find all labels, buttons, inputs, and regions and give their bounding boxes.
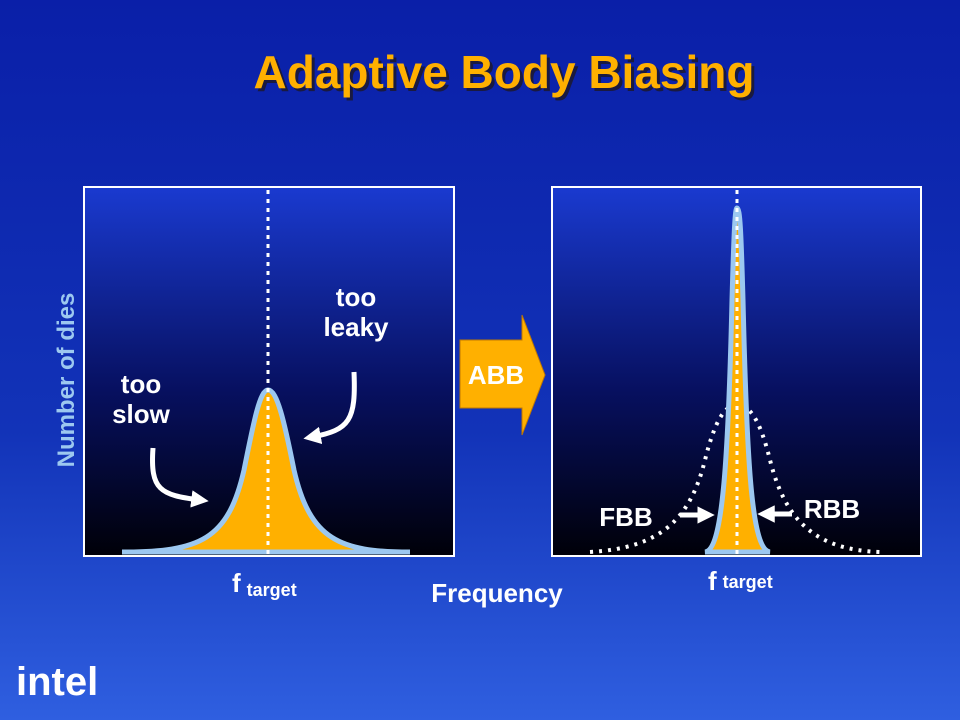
abb-arrow — [459, 314, 546, 436]
arrow — [303, 371, 357, 445]
logo: intel — [16, 660, 98, 704]
text-line: target — [247, 580, 297, 600]
text-line: too — [121, 369, 161, 399]
target-label: f target — [708, 566, 773, 596]
title: Adaptive Body Biasing — [254, 46, 755, 98]
arrow — [150, 447, 209, 508]
arrow-label: ABB — [468, 360, 524, 390]
text-line: target — [723, 572, 773, 592]
annotation: too leaky — [323, 282, 389, 342]
text-line: f — [708, 566, 717, 596]
annotation: too slow — [112, 369, 171, 429]
title-shadow: Adaptive Body Biasing — [257, 49, 758, 101]
annotation: RBB — [804, 494, 860, 524]
text-line: leaky — [323, 312, 389, 342]
target-label: f target — [232, 568, 297, 600]
text-line: slow — [112, 399, 171, 429]
text-line: too — [336, 282, 376, 312]
x-axis-label: Frequency — [431, 578, 563, 608]
y-axis-label: Number of dies — [53, 293, 80, 468]
text-line: f — [232, 568, 241, 598]
annotation: FBB — [599, 502, 652, 532]
